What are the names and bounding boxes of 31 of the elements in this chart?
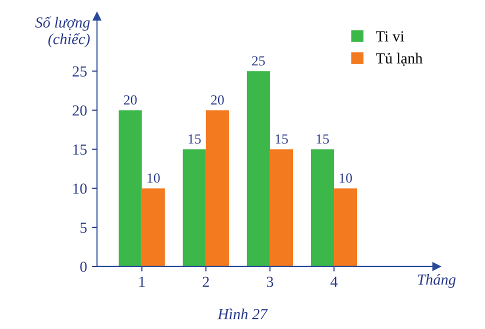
x-tick-label: 1 xyxy=(139,276,145,287)
x-tick-label: 3 xyxy=(266,276,274,287)
x-axis-title: Tháng xyxy=(418,274,456,288)
y-tick-label: 25 xyxy=(72,66,87,77)
y-axis-title: Số lượng (chiếc) xyxy=(35,16,90,48)
legend-label: Tủ lạnh xyxy=(376,52,423,66)
legend-label: Ti vi xyxy=(376,31,404,42)
y-tick-label: 5 xyxy=(80,222,87,233)
bar xyxy=(118,110,142,266)
x-tick-label: 4 xyxy=(330,276,338,287)
data-label: 10 xyxy=(340,173,352,183)
y-tick-label: 15 xyxy=(73,144,87,155)
data-label: 15 xyxy=(188,134,201,144)
data-label: 15 xyxy=(316,134,329,144)
data-label: 20 xyxy=(211,95,224,105)
data-label: 10 xyxy=(148,173,160,183)
x-tick-label: 2 xyxy=(202,276,209,287)
bar xyxy=(182,149,206,266)
text: Hình 27 xyxy=(218,308,268,320)
bar xyxy=(310,149,334,266)
data-label: 20 xyxy=(124,95,137,105)
bar xyxy=(270,149,294,266)
bar xyxy=(206,110,229,266)
bar xyxy=(246,71,270,266)
bar xyxy=(334,188,358,266)
y-tick-label: 20 xyxy=(72,105,87,116)
y-tick-label: 10 xyxy=(73,183,87,194)
y-tick-label: 0 xyxy=(80,262,87,272)
data-label: 25 xyxy=(252,56,265,66)
data-label: 15 xyxy=(276,134,288,144)
bar xyxy=(142,188,165,266)
